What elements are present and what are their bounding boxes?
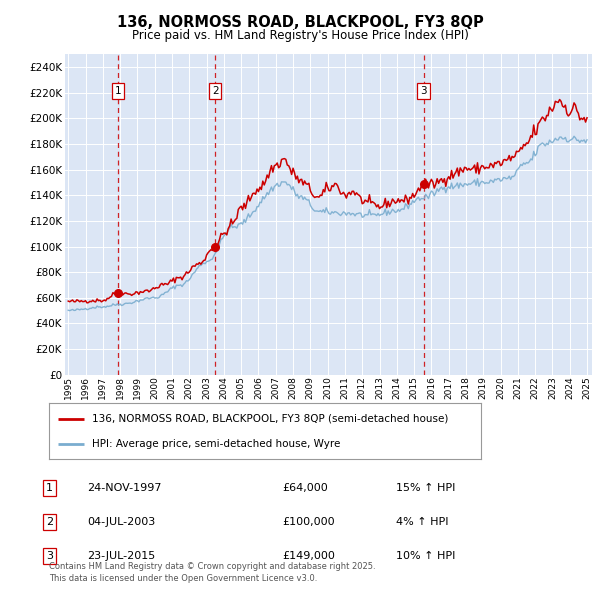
- Text: 24-NOV-1997: 24-NOV-1997: [87, 483, 161, 493]
- Text: 3: 3: [420, 86, 427, 96]
- Text: £100,000: £100,000: [282, 517, 335, 527]
- Text: 2: 2: [46, 517, 53, 527]
- Text: 136, NORMOSS ROAD, BLACKPOOL, FY3 8QP (semi-detached house): 136, NORMOSS ROAD, BLACKPOOL, FY3 8QP (s…: [92, 414, 449, 424]
- Text: 4% ↑ HPI: 4% ↑ HPI: [396, 517, 449, 527]
- Text: £149,000: £149,000: [282, 551, 335, 561]
- Text: £64,000: £64,000: [282, 483, 328, 493]
- Text: Contains HM Land Registry data © Crown copyright and database right 2025.
This d: Contains HM Land Registry data © Crown c…: [49, 562, 376, 583]
- Text: 2: 2: [212, 86, 218, 96]
- Text: 23-JUL-2015: 23-JUL-2015: [87, 551, 155, 561]
- Text: HPI: Average price, semi-detached house, Wyre: HPI: Average price, semi-detached house,…: [92, 440, 341, 450]
- Text: 04-JUL-2003: 04-JUL-2003: [87, 517, 155, 527]
- Text: Price paid vs. HM Land Registry's House Price Index (HPI): Price paid vs. HM Land Registry's House …: [131, 30, 469, 42]
- Text: 136, NORMOSS ROAD, BLACKPOOL, FY3 8QP: 136, NORMOSS ROAD, BLACKPOOL, FY3 8QP: [116, 15, 484, 30]
- Text: 10% ↑ HPI: 10% ↑ HPI: [396, 551, 455, 561]
- Text: 1: 1: [46, 483, 53, 493]
- Text: 15% ↑ HPI: 15% ↑ HPI: [396, 483, 455, 493]
- Text: 3: 3: [46, 551, 53, 561]
- Text: 1: 1: [115, 86, 122, 96]
